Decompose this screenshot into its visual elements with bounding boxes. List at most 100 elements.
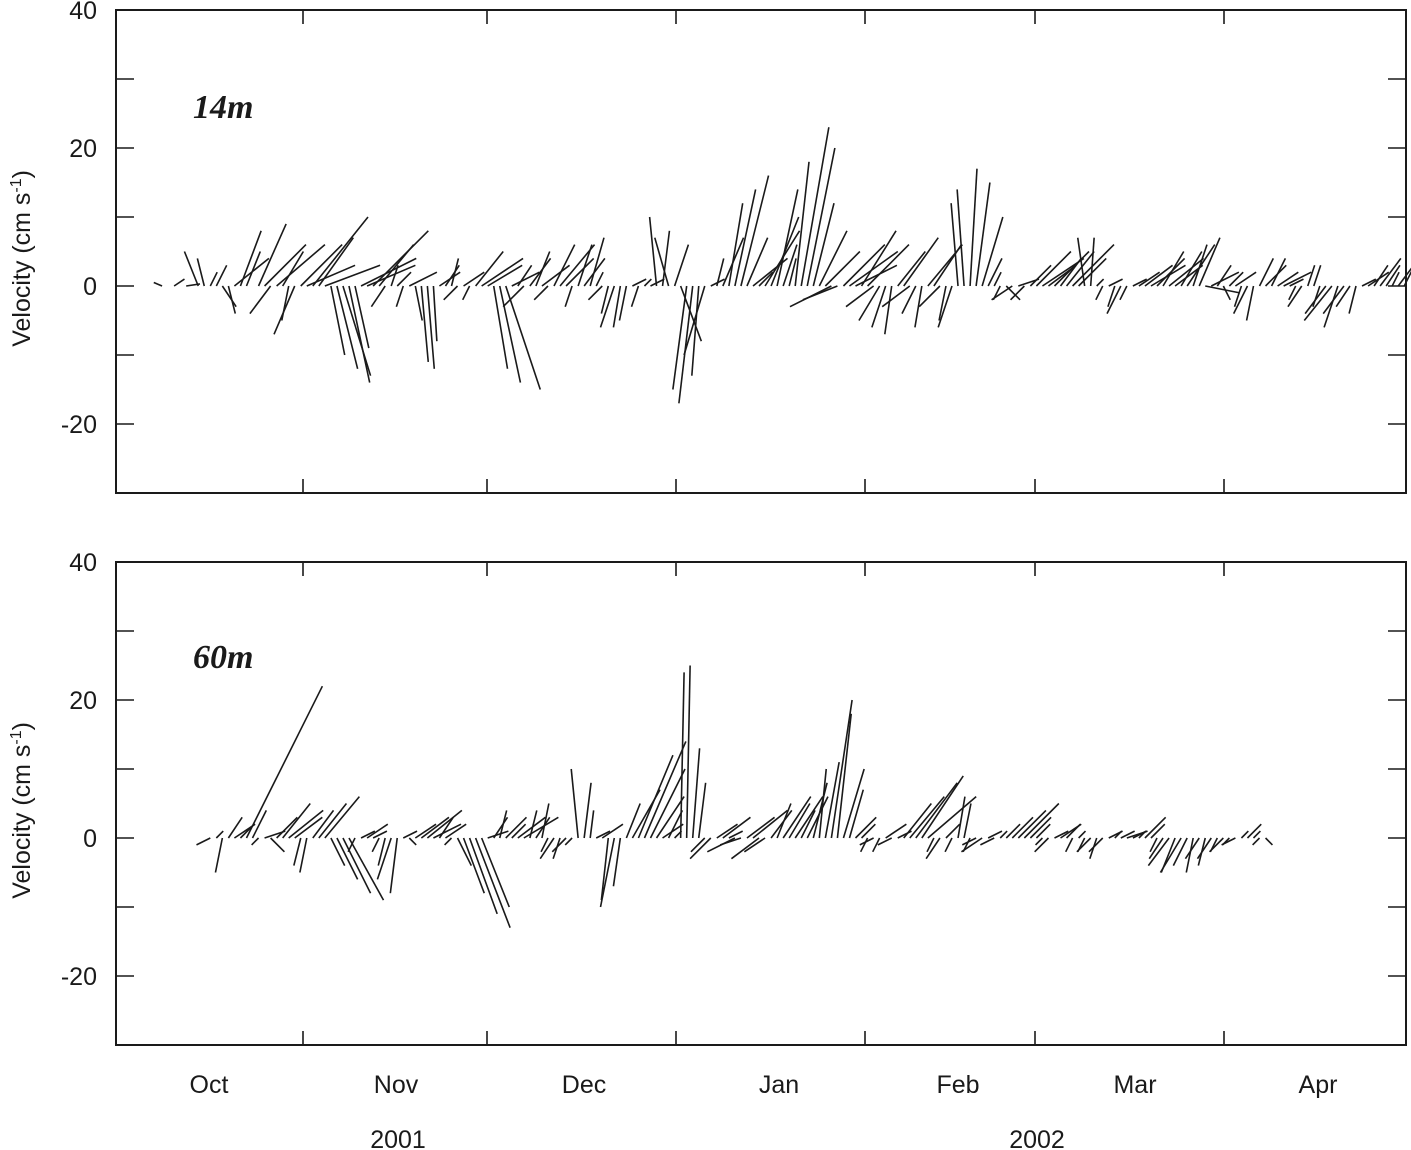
velocity-stick (1138, 271, 1161, 287)
velocity-stick (312, 216, 369, 287)
velocity-stick (877, 837, 893, 846)
velocity-stick (1029, 816, 1052, 839)
velocity-stick (1304, 285, 1327, 315)
velocity-stick (196, 258, 206, 287)
velocity-stick (517, 264, 533, 287)
velocity-stick (999, 830, 1008, 839)
velocity-stick (564, 285, 573, 307)
velocity-stick (734, 189, 757, 287)
velocity-stick (336, 837, 359, 880)
velocity-stick (535, 816, 551, 839)
velocity-stick (347, 837, 356, 853)
velocity-stick (1397, 267, 1411, 287)
velocity-stick (818, 230, 848, 287)
velocity-stick (1107, 285, 1116, 307)
velocity-sticks (196, 665, 1274, 928)
velocity-stick (625, 803, 641, 839)
velocity-stick (533, 285, 549, 301)
velocity-stick (1198, 237, 1221, 287)
velocity-stick (1264, 837, 1274, 846)
velocity-stick (173, 278, 185, 287)
velocity-stick (950, 203, 959, 287)
velocity-stick (915, 782, 958, 839)
velocity-stick (1023, 802, 1060, 839)
velocity-stick (487, 264, 523, 287)
velocity-stick (565, 257, 595, 287)
velocity-stick (600, 285, 610, 314)
month-label: Feb (936, 1071, 979, 1099)
velocity-stick (281, 251, 305, 287)
velocity-stick (214, 837, 224, 873)
velocity-stick (318, 237, 354, 287)
velocity-stick (728, 830, 744, 839)
velocity-stick (722, 816, 751, 839)
velocity-stick (672, 285, 688, 390)
velocity-stick (914, 285, 923, 328)
velocity-stick (589, 237, 605, 287)
velocity-stick (564, 837, 573, 846)
velocity-stick (885, 823, 907, 839)
velocity-stick (570, 768, 579, 839)
velocity-stick (719, 837, 742, 846)
velocity-stick (1064, 837, 1074, 853)
velocity-stick (800, 127, 830, 287)
panel-14m: 40 20 0 -20 14m Velocity (cm s-1) (8, 0, 1411, 494)
velocity-stick (1210, 271, 1240, 287)
velocity-stick (498, 285, 522, 383)
velocity-stick (1148, 837, 1164, 860)
velocity-stick (648, 216, 658, 287)
velocity-stick (925, 837, 941, 860)
velocity-stick (276, 816, 298, 839)
velocity-stick (1322, 285, 1345, 315)
velocity-stick (583, 782, 592, 839)
velocity-stick (921, 775, 964, 839)
velocity-stick (270, 837, 285, 853)
velocity-stick (293, 837, 302, 866)
velocity-stick (661, 230, 671, 287)
velocity-stick (371, 837, 380, 853)
year-label-2002: 2002 (1009, 1126, 1065, 1150)
velocity-stick (897, 251, 926, 287)
velocity-stick (408, 837, 417, 846)
panel-60m: 40 20 0 -20 60m Velocity (cm s-1) (8, 549, 1407, 1046)
velocity-stick (420, 285, 430, 362)
velocity-stick (957, 796, 966, 839)
velocity-stick (980, 837, 995, 846)
depth-label: 14m (193, 89, 253, 126)
velocity-stick (1289, 278, 1304, 287)
velocity-stick (523, 816, 559, 839)
velocity-stick (396, 271, 412, 287)
velocity-stick (348, 837, 385, 901)
velocity-stick (312, 809, 335, 839)
velocity-stick (1132, 278, 1148, 287)
y-tick-label: -20 (61, 411, 97, 439)
velocity-stick (697, 782, 707, 839)
velocity-stick (1186, 244, 1216, 287)
velocity-stick (1120, 830, 1135, 839)
velocity-stick (1379, 257, 1402, 287)
velocity-stick (1245, 285, 1255, 321)
velocity-stick (183, 251, 199, 287)
month-label: Apr (1299, 1071, 1338, 1099)
velocity-stick (1222, 285, 1231, 301)
velocity-stick (1240, 830, 1249, 839)
velocity-stick (1078, 830, 1087, 839)
velocity-stick (1029, 264, 1052, 287)
velocity-stick (746, 237, 769, 287)
velocity-stick (630, 285, 640, 307)
panel-ticks (116, 561, 1406, 1045)
velocity-stick (883, 285, 893, 335)
velocity-stick (300, 244, 343, 287)
velocity-stick (1106, 285, 1122, 314)
velocity-stick (1185, 837, 1194, 873)
y-tick-labels: 40 20 0 -20 (61, 549, 97, 991)
y-tick-label: 40 (69, 0, 97, 25)
velocity-stick (153, 281, 163, 287)
velocity-stick (433, 823, 462, 839)
velocity-stick (802, 285, 838, 301)
velocity-stick (981, 216, 1004, 287)
velocity-stick (836, 713, 853, 839)
velocity-stick (960, 837, 983, 853)
velocity-stick (858, 285, 881, 321)
velocity-stick (1312, 285, 1321, 307)
